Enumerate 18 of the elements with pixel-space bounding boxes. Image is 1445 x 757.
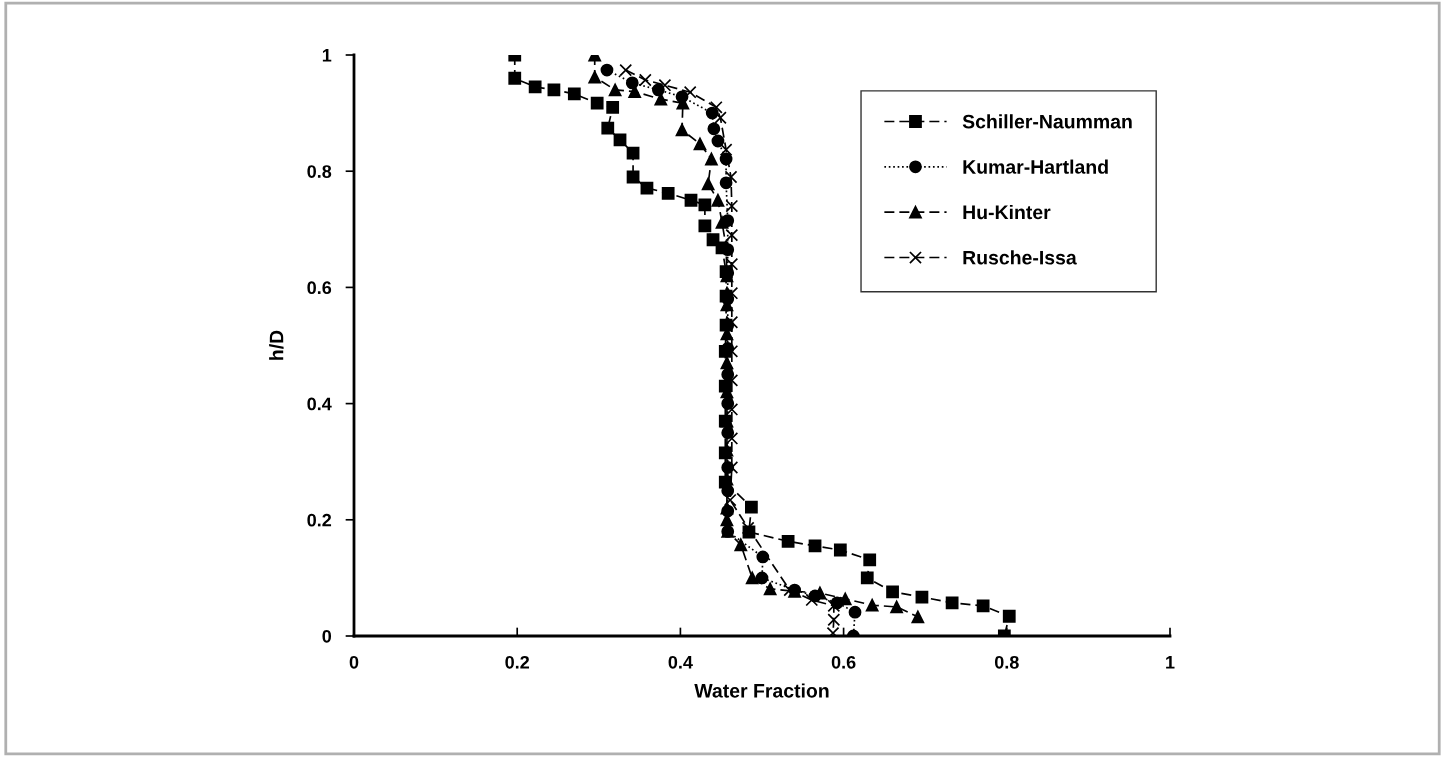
- y-tick-label: 1: [322, 49, 332, 62]
- legend-label: Schiller-Naumman: [962, 114, 1132, 129]
- y-tick-label: 0: [322, 629, 332, 643]
- x-tick-label: 1: [1166, 656, 1175, 669]
- legend-label: Kumar-Hartland: [963, 159, 1108, 174]
- x-axis-title: Water Fraction: [694, 683, 829, 698]
- x-tick-label: 0.8: [994, 655, 1019, 669]
- x-tick-label: 0.2: [505, 655, 530, 669]
- y-tick-label: 0.8: [307, 165, 332, 178]
- y-tick-label: 0.6: [307, 281, 332, 295]
- y-axis-title: h/D: [269, 330, 284, 360]
- legend-label: Hu-Kinter: [963, 204, 1051, 220]
- y-tick-label: 0.4: [307, 397, 332, 411]
- legend-label: Rusche-Issa: [963, 250, 1077, 265]
- x-tick-label: 0.6: [831, 655, 856, 669]
- x-tick-label: 0: [349, 655, 359, 669]
- y-tick-label: 0.2: [307, 513, 332, 527]
- x-tick-label: 0.4: [668, 655, 693, 669]
